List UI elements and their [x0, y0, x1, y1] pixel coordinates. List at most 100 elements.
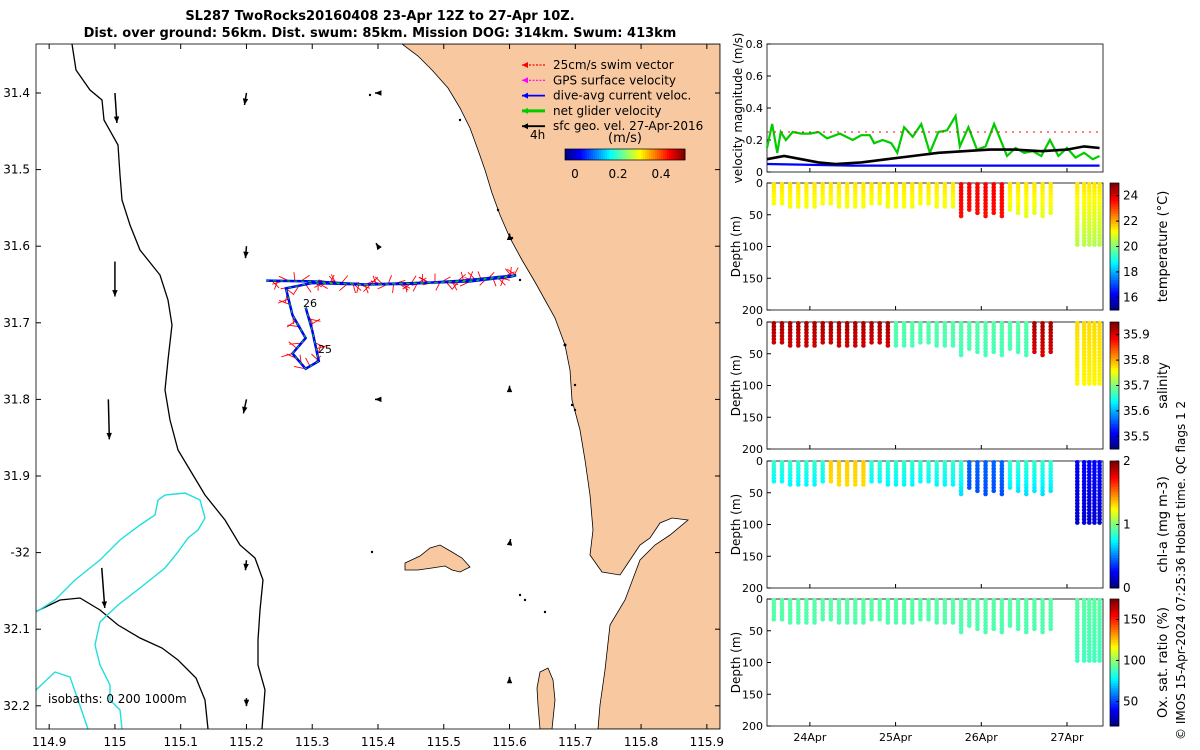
profile-sample	[828, 333, 834, 339]
profile-sample	[812, 479, 817, 484]
profile-sample	[1092, 510, 1097, 516]
swim-vector	[387, 275, 392, 284]
profile-sample	[812, 607, 817, 613]
profile-sample	[869, 475, 874, 481]
profile-sample	[918, 194, 923, 200]
isobath-1000m	[36, 492, 206, 729]
profile-sample	[877, 463, 883, 468]
section-colorbar-cell	[1110, 256, 1119, 260]
profile-sample	[991, 604, 997, 609]
profile-sample	[909, 475, 915, 481]
profile-sample	[966, 620, 972, 625]
profile-sample	[869, 472, 874, 478]
profile-sample	[1081, 626, 1087, 632]
profile-sample	[885, 201, 891, 206]
section-y-tick-label: 100	[742, 519, 763, 532]
profile-sample	[1081, 632, 1087, 638]
profile-sample	[966, 479, 972, 484]
profile-sample	[1074, 201, 1080, 206]
profile-sample	[909, 204, 915, 209]
profile-sample	[1086, 362, 1092, 367]
profile-sample	[861, 613, 866, 619]
profile-sample	[1086, 355, 1092, 361]
section-colorbar-cell	[1110, 580, 1119, 584]
profile-sample	[909, 320, 915, 326]
profile-sample	[1048, 626, 1054, 632]
profile-sample	[1074, 188, 1080, 193]
profile-sample	[958, 204, 964, 209]
profile-sample	[820, 607, 826, 613]
profile-sample	[885, 181, 891, 187]
profile-sample	[1092, 229, 1097, 235]
profile-sample	[1081, 232, 1087, 238]
profile-sample	[1086, 488, 1092, 494]
profile-sample	[909, 336, 915, 342]
geo-vector-head	[506, 676, 513, 684]
profile-sample	[893, 469, 899, 475]
profile-sample	[1086, 498, 1092, 503]
profile-sample	[918, 336, 923, 342]
profile-sample	[885, 475, 891, 481]
profile-sample	[828, 597, 834, 603]
profile-sample	[1015, 610, 1021, 616]
profile-sample	[1040, 201, 1045, 206]
profile-sample	[901, 330, 907, 336]
profile-sample	[909, 466, 915, 471]
profile-sample	[1097, 185, 1102, 190]
profile-sample	[1081, 510, 1087, 516]
profile-sample	[1040, 330, 1045, 336]
profile-sample	[812, 459, 817, 465]
swim-vector	[500, 277, 505, 287]
profile-sample	[1086, 359, 1092, 364]
profile-sample	[918, 320, 923, 326]
colorbar-cell	[573, 149, 576, 160]
profile-sample	[885, 343, 891, 348]
section-colorbar-cell	[1110, 511, 1119, 515]
profile-sample	[852, 604, 858, 609]
profile-sample	[1086, 517, 1092, 522]
profile-sample	[958, 340, 964, 345]
profile-sample	[999, 340, 1005, 345]
profile-sample	[1023, 213, 1029, 219]
profile-sample	[804, 320, 809, 326]
profile-sample	[1074, 604, 1080, 609]
profile-sample	[1048, 201, 1054, 206]
profile-sample	[861, 479, 866, 484]
colorbar-cell	[569, 149, 572, 160]
legend-label: GPS surface velocity	[553, 73, 676, 87]
credit-text: © IMOS 15-Apr-2024 07:25:36 Hobart time.…	[1174, 401, 1188, 740]
profile-sample	[901, 327, 907, 332]
profile-sample	[1081, 475, 1087, 481]
profile-sample	[958, 475, 964, 481]
profile-sample	[1032, 610, 1037, 616]
profile-sample	[1092, 466, 1097, 471]
profile-sample	[1040, 320, 1045, 326]
profile-sample	[1086, 629, 1092, 635]
profile-sample	[893, 613, 899, 619]
profile-sample	[966, 343, 972, 348]
profile-sample	[836, 340, 842, 345]
profile-sample	[999, 620, 1005, 625]
profile-sample	[958, 488, 964, 494]
profile-sample	[983, 472, 988, 478]
profile-sample	[1074, 204, 1080, 209]
map-y-tick-label: 31.9	[3, 469, 30, 483]
profile-sample	[1015, 613, 1021, 619]
section-colorbar-cell	[1110, 367, 1119, 371]
profile-sample	[1032, 463, 1037, 468]
profile-sample	[893, 336, 899, 342]
section-colorbar-cell	[1110, 436, 1119, 440]
time-tick-label: 27Apr	[1050, 731, 1084, 744]
profile-sample	[1074, 362, 1080, 367]
profile-sample	[1074, 510, 1080, 516]
profile-sample	[991, 617, 997, 622]
profile-sample	[795, 607, 801, 613]
profile-sample	[975, 488, 980, 494]
section-colorbar-cell	[1110, 539, 1119, 543]
colorbar-cell	[627, 149, 630, 160]
profile-sample	[975, 197, 980, 203]
profile-sample	[1092, 381, 1097, 386]
profile-sample	[991, 349, 997, 355]
profile-sample	[926, 340, 931, 345]
profile-sample	[999, 191, 1005, 197]
